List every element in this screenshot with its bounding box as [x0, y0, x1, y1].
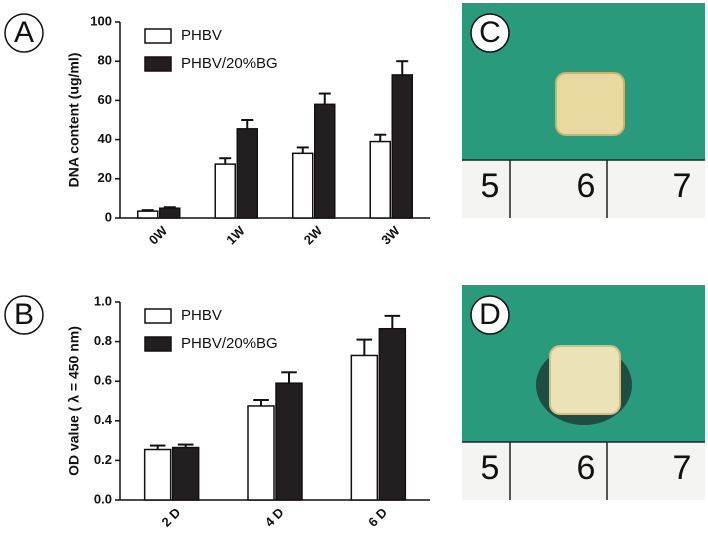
legend-swatch: [144, 308, 172, 324]
y-tick-label: 0.8: [94, 333, 112, 348]
ruler-number: 5: [481, 167, 500, 205]
panel-label: A: [14, 16, 34, 49]
ruler-number: 7: [673, 449, 692, 487]
bar: [275, 382, 303, 501]
legend-label: PHBV: [181, 307, 222, 324]
x-tick-label: 2W: [301, 223, 326, 248]
legend-label: PHBV/20%BG: [181, 55, 278, 72]
bar: [137, 210, 159, 219]
panel-label-circle: [4, 13, 44, 53]
y-tick-label: 0.2: [94, 452, 112, 467]
panel-label: C: [479, 16, 501, 49]
x-tick-label: 3W: [378, 223, 403, 248]
y-tick-label: 0.0: [94, 491, 112, 506]
photo: [462, 285, 705, 500]
ruler-number: 7: [673, 167, 692, 205]
sample: [549, 345, 621, 415]
bar: [236, 128, 258, 219]
bar: [171, 446, 200, 501]
photo: [462, 3, 705, 218]
y-tick-label: 0.6: [94, 373, 112, 388]
ruler-number: 5: [481, 449, 500, 487]
bar: [350, 354, 379, 501]
y-tick-label: 0.4: [94, 412, 113, 427]
y-axis-label: OD value ( λ = 450 nm): [66, 326, 82, 476]
y-tick-label: 80: [98, 53, 112, 68]
legend-swatch: [144, 336, 172, 352]
y-tick-label: 40: [98, 131, 112, 146]
x-tick-label: 2 D: [158, 505, 183, 530]
bar: [247, 405, 275, 501]
y-axis-label: DNA content (ug/ml): [66, 53, 82, 188]
y-tick-label: 60: [98, 92, 112, 107]
panel-label-circle: [470, 13, 510, 53]
bar: [292, 152, 314, 219]
bar: [378, 327, 407, 501]
panel-label: D: [479, 298, 501, 331]
bar: [391, 74, 413, 219]
legend-label: PHBV/20%BG: [181, 335, 278, 352]
y-tick-label: 1.0: [94, 293, 112, 308]
panel-label-circle: [470, 295, 510, 335]
y-tick-label: 20: [98, 170, 112, 185]
legend-swatch: [144, 56, 172, 72]
panel-label: B: [14, 298, 34, 331]
bar: [159, 207, 181, 219]
ruler-number: 6: [577, 449, 596, 487]
ruler: [462, 442, 705, 500]
legend-swatch: [144, 28, 172, 44]
x-tick-label: 1W: [223, 223, 248, 248]
ruler: [462, 160, 705, 218]
y-tick-label: 100: [90, 13, 112, 28]
panel-label-circle: [4, 295, 44, 335]
bar: [314, 103, 336, 219]
x-tick-label: 0W: [146, 223, 171, 248]
x-tick-label: 4 D: [262, 505, 287, 530]
bar: [143, 448, 172, 501]
sample: [555, 72, 625, 136]
bar: [214, 163, 236, 219]
bar: [369, 140, 391, 219]
ruler-number: 6: [577, 167, 596, 205]
x-tick-label: 6 D: [365, 505, 390, 530]
legend-label: PHBV: [181, 27, 222, 44]
y-tick-label: 0: [105, 209, 112, 224]
